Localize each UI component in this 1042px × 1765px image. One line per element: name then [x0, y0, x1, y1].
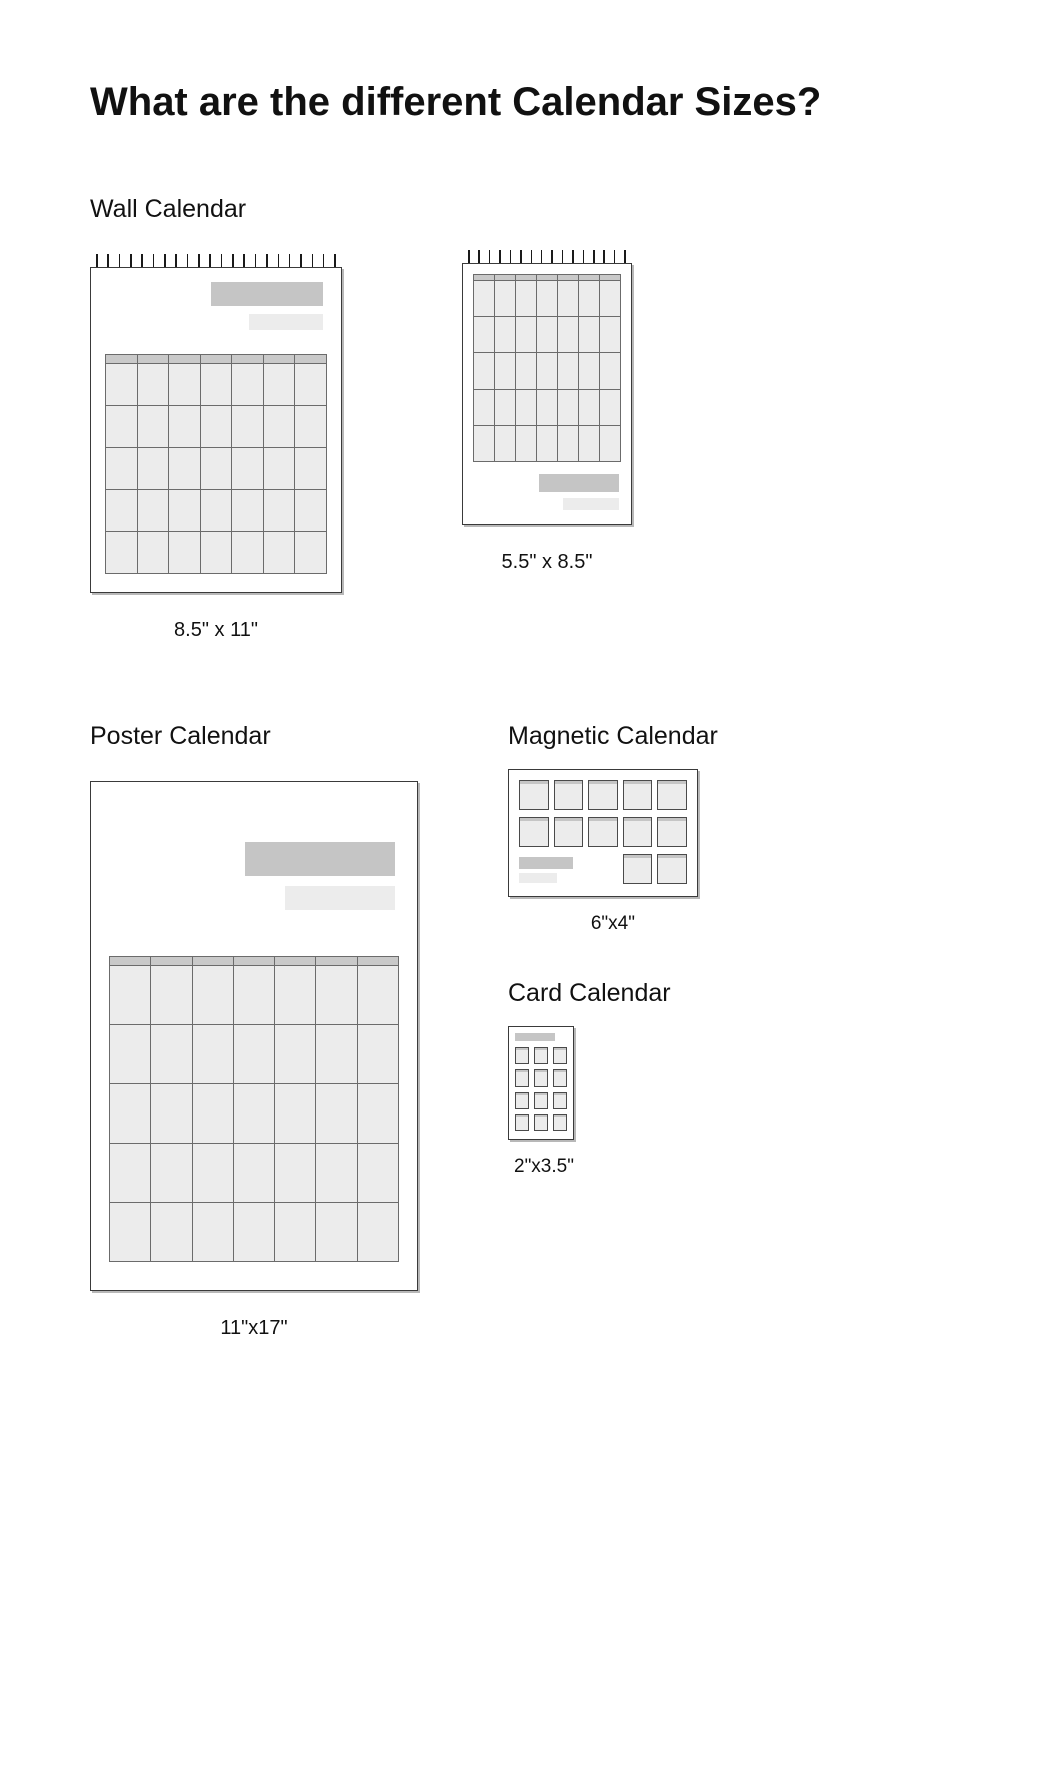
size-caption: 5.5" x 8.5" — [502, 551, 593, 574]
poster-card — [90, 781, 418, 1291]
wall-small-card — [462, 263, 632, 525]
magnetic-figure: 6"x4" — [508, 769, 718, 935]
wall-large-figure: 8.5" x 11" — [90, 254, 342, 642]
subtitle-bar — [249, 314, 323, 330]
wall-small-figure: 5.5" x 8.5" — [462, 250, 632, 574]
card-figure: 2"x3.5" — [508, 1026, 718, 1178]
size-caption: 6"x4" — [591, 913, 635, 935]
page-title: What are the different Calendar Sizes? — [90, 80, 962, 125]
title-bar — [515, 1033, 555, 1041]
title-placeholder-group — [245, 842, 395, 910]
poster-section-label: Poster Calendar — [90, 722, 418, 751]
wall-large-card — [90, 267, 342, 593]
month-grid — [109, 956, 399, 1262]
wall-row: 8.5" x 11" 5.5" x 8.5" — [90, 254, 962, 642]
title-bar — [211, 282, 323, 306]
right-column: Magnetic Calendar 6"x4" Card Calendar 2"… — [508, 722, 718, 1178]
card-section-label: Card Calendar — [508, 979, 718, 1008]
month-grid — [473, 274, 621, 462]
size-caption: 11"x17" — [220, 1317, 287, 1340]
size-caption: 2"x3.5" — [514, 1156, 574, 1178]
poster-figure: 11"x17" — [90, 781, 418, 1340]
spiral-binding-icon — [462, 250, 632, 264]
title-placeholder-group — [211, 282, 323, 330]
magnetic-section: Magnetic Calendar 6"x4" — [508, 722, 718, 935]
spiral-binding-icon — [90, 254, 342, 268]
magnetic-card — [508, 769, 698, 897]
mini-months-grid — [515, 1047, 567, 1131]
title-bar — [245, 842, 395, 876]
card-section: Card Calendar 2"x3.5" — [508, 979, 718, 1178]
title-placeholder-group — [539, 474, 619, 510]
title-bar — [539, 474, 619, 492]
wall-section-label: Wall Calendar — [90, 195, 962, 224]
page: What are the different Calendar Sizes? W… — [0, 0, 1042, 1765]
subtitle-bar — [563, 498, 619, 510]
subtitle-bar — [285, 886, 395, 910]
magnetic-section-label: Magnetic Calendar — [508, 722, 718, 751]
size-caption: 8.5" x 11" — [174, 619, 258, 642]
card-calendar-card — [508, 1026, 574, 1140]
second-row: Poster Calendar 11"x17" Magnetic Calenda… — [90, 722, 962, 1340]
poster-section: Poster Calendar 11"x17" — [90, 722, 418, 1340]
mini-months-grid — [519, 780, 687, 886]
month-grid — [105, 354, 327, 574]
